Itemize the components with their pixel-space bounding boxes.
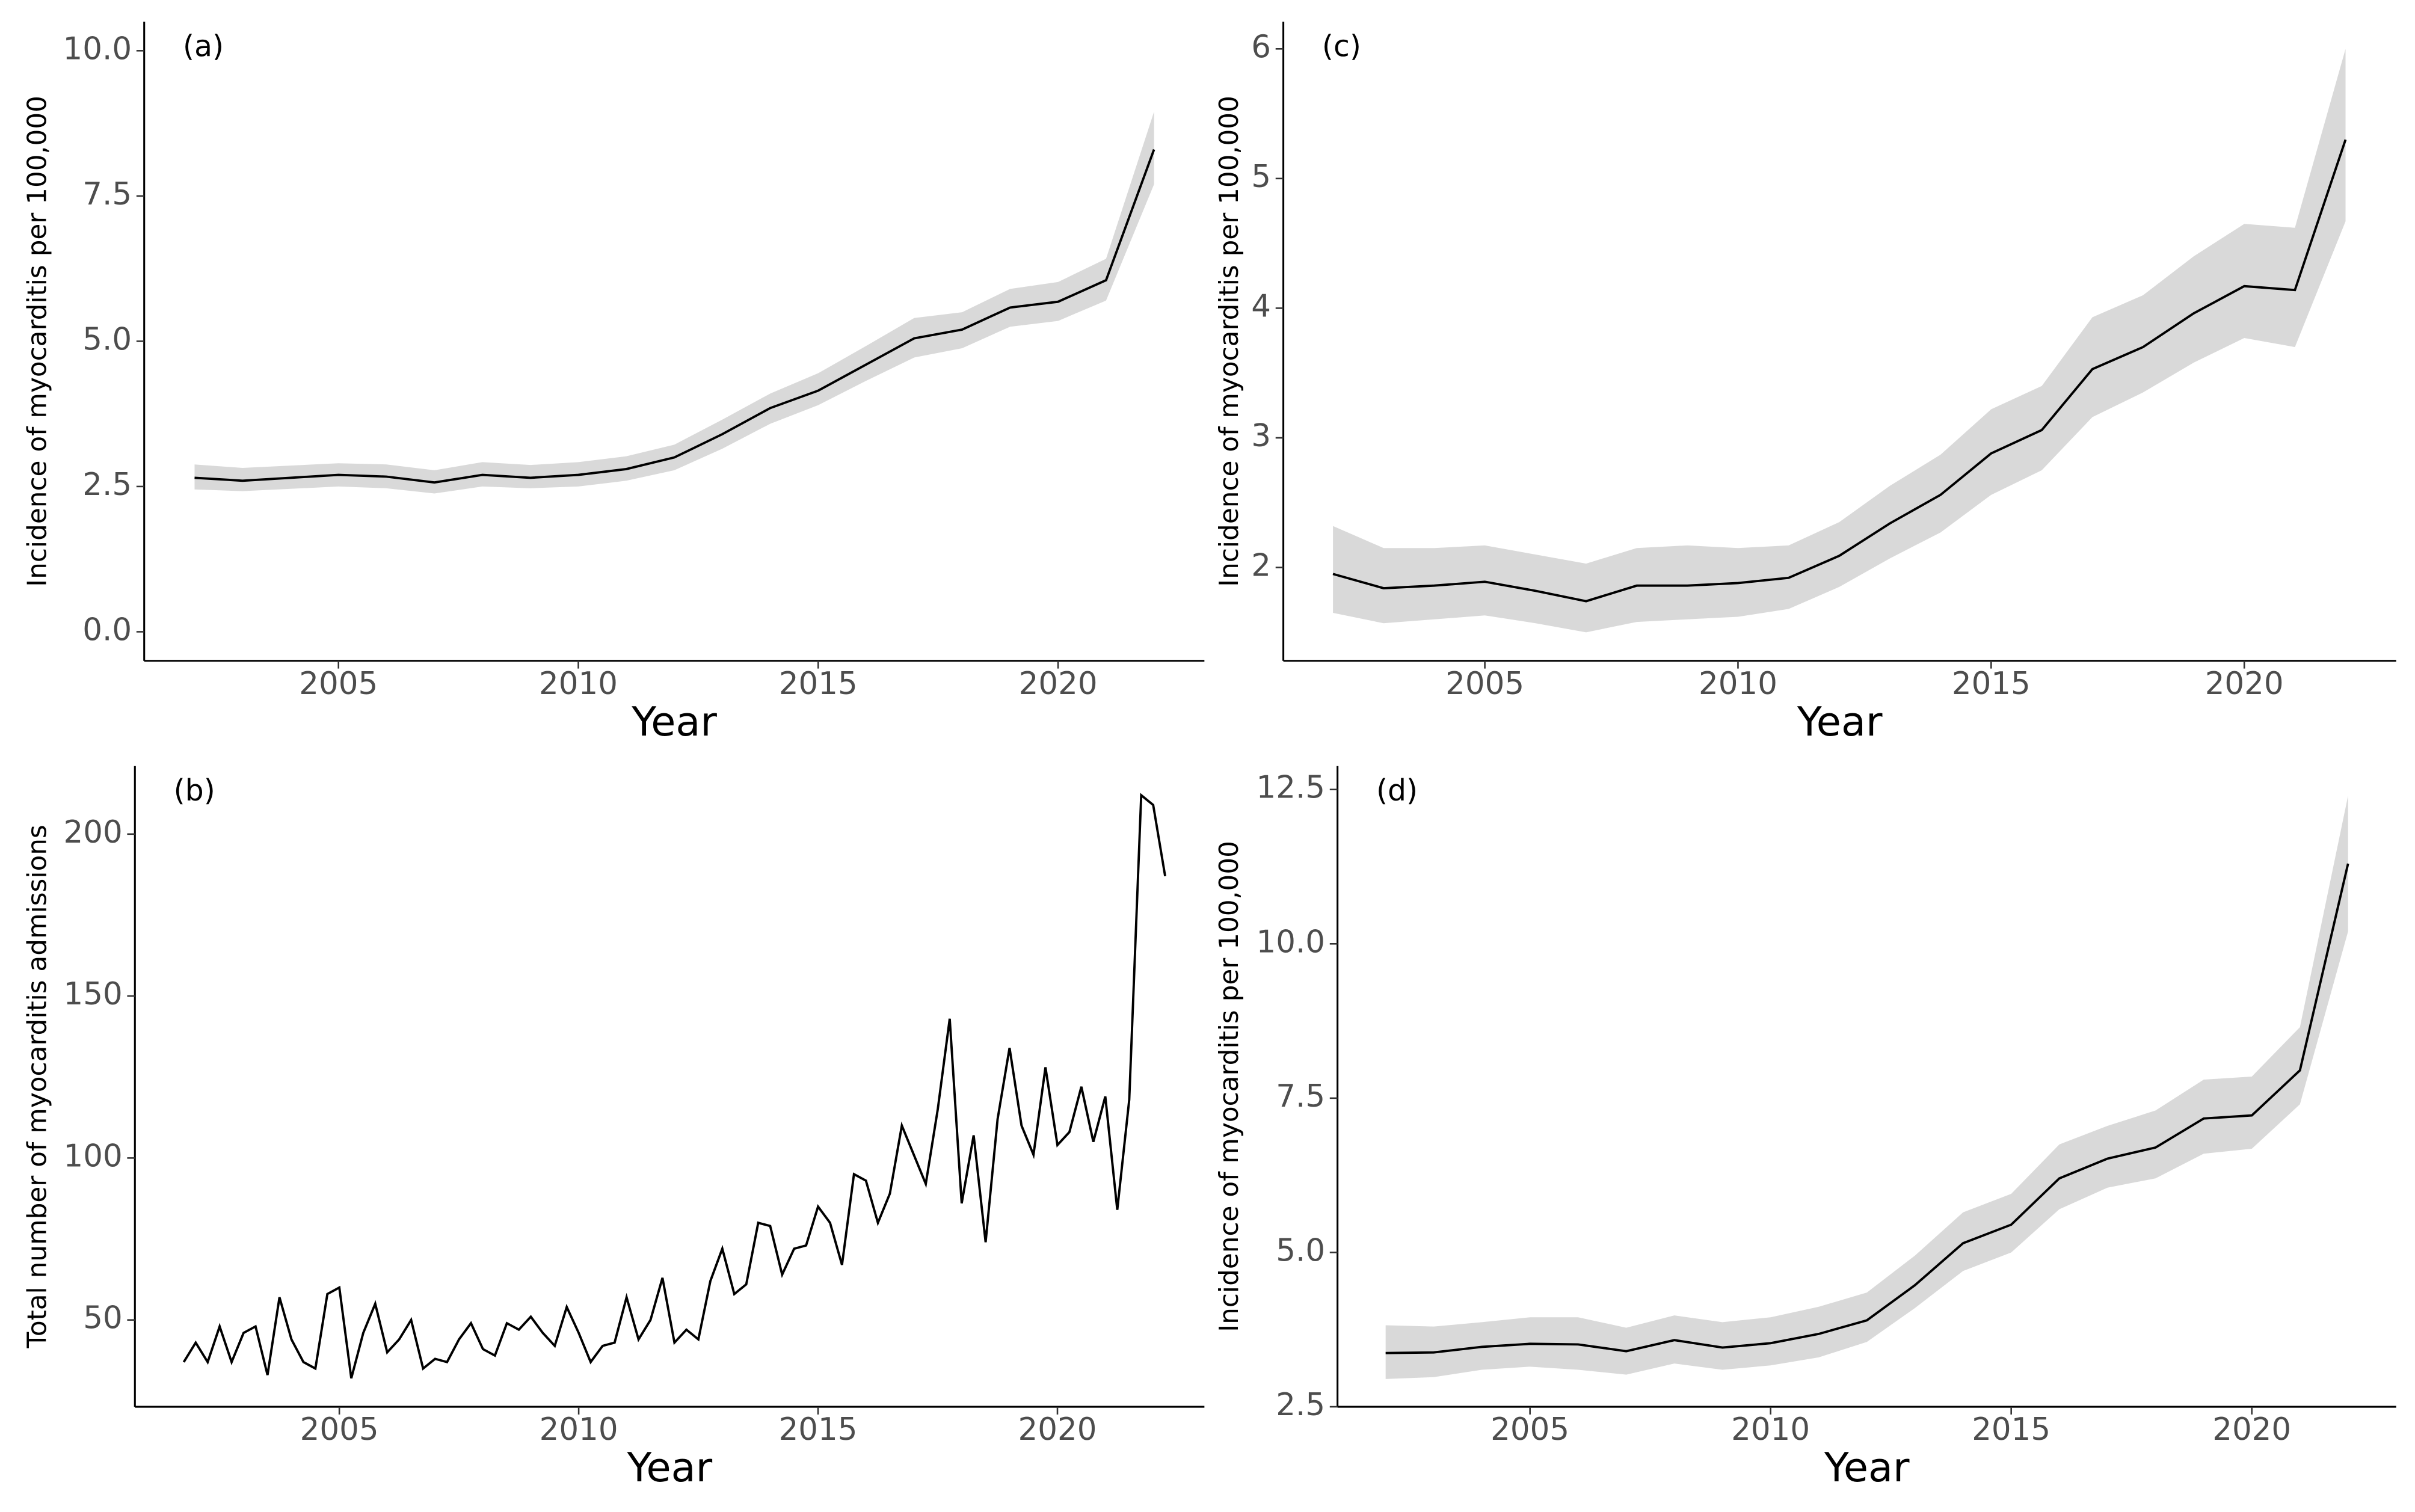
y-tick-label: 2 (1251, 548, 1271, 584)
x-axis-title: Year (1797, 698, 1883, 745)
y-tick-label: 2.5 (1276, 1387, 1325, 1423)
confidence-band (194, 111, 1154, 494)
confidence-band (1385, 795, 2348, 1379)
x-tick-label: 2005 (299, 666, 378, 702)
x-tick-label: 2015 (779, 1412, 858, 1448)
x-tick-label: 2010 (1731, 1412, 1810, 1448)
x-tick-label: 2005 (1491, 1412, 1569, 1448)
x-tick-label: 2020 (2212, 1412, 2291, 1448)
panel-label: (c) (1322, 29, 1361, 63)
x-tick-label: 2015 (1972, 1412, 2050, 1448)
y-tick-label: 150 (63, 976, 122, 1012)
y-tick-label: 5.0 (1276, 1232, 1325, 1268)
y-axis-title: Incidence of myocarditis per 100,000 (1214, 96, 1244, 587)
x-tick-label: 2010 (539, 666, 618, 702)
y-tick-label: 7.5 (82, 176, 132, 212)
line (1385, 863, 2349, 1354)
y-tick-label: 100 (63, 1138, 122, 1174)
panel-label: (b) (174, 773, 215, 808)
x-tick-label: 2010 (540, 1412, 618, 1448)
x-axis-title: Year (627, 1444, 713, 1491)
y-tick-label: 5 (1251, 159, 1271, 195)
y-tick-label: 10.0 (1256, 924, 1325, 960)
y-axis-title: Incidence of myocarditis per 100,000 (22, 96, 53, 587)
x-tick-label: 2015 (779, 666, 858, 702)
y-tick-label: 10.0 (63, 31, 132, 67)
panel-label: (d) (1376, 773, 1418, 808)
x-axis-title: Year (1824, 1444, 1910, 1491)
line (1332, 139, 2347, 603)
x-tick-label: 2015 (1952, 666, 2031, 702)
x-tick-label: 2020 (2205, 666, 2284, 702)
panel: 2 3 4 5 6 2005 2010 2015 2020 Year Incidence of my… (1214, 22, 2396, 745)
x-tick-label: 2005 (1445, 666, 1524, 702)
y-tick-label: 6 (1251, 29, 1271, 65)
confidence-band (1333, 49, 2346, 633)
x-tick-label: 2005 (300, 1412, 379, 1448)
x-tick-label: 2010 (1699, 666, 1777, 702)
y-tick-label: 0.0 (82, 612, 132, 648)
x-tick-label: 2020 (1019, 666, 1098, 702)
y-tick-label: 50 (83, 1300, 122, 1336)
panel: 0.0 2.5 5.0 7.5 10.0 2005 2010 2015 2020 Year Inci… (22, 22, 1205, 745)
y-tick-label: 2.5 (82, 467, 132, 503)
y-tick-label: 3 (1251, 418, 1271, 454)
line (194, 149, 1155, 484)
y-tick-label: 12.5 (1256, 770, 1325, 806)
y-axis-title: Incidence of myocarditis per 100,000 (1214, 841, 1244, 1332)
y-axis-title: Total number of myocarditis admissions (22, 825, 53, 1348)
y-tick-label: 200 (63, 814, 122, 850)
panel: 2.5 5.0 7.5 10.0 12.5 2005 2010 2015 2020 Year Inc… (1214, 766, 2396, 1491)
y-tick-label: 7.5 (1276, 1078, 1325, 1114)
panel-label: (a) (183, 29, 224, 63)
x-axis-title: Year (631, 698, 717, 745)
y-tick-label: 4 (1251, 288, 1271, 324)
x-tick-label: 2020 (1018, 1412, 1097, 1448)
line (182, 793, 1166, 1379)
panel: 50 100 150 200 2005 2010 2015 2020 Year Total num… (22, 766, 1205, 1491)
y-tick-label: 5.0 (82, 321, 132, 357)
